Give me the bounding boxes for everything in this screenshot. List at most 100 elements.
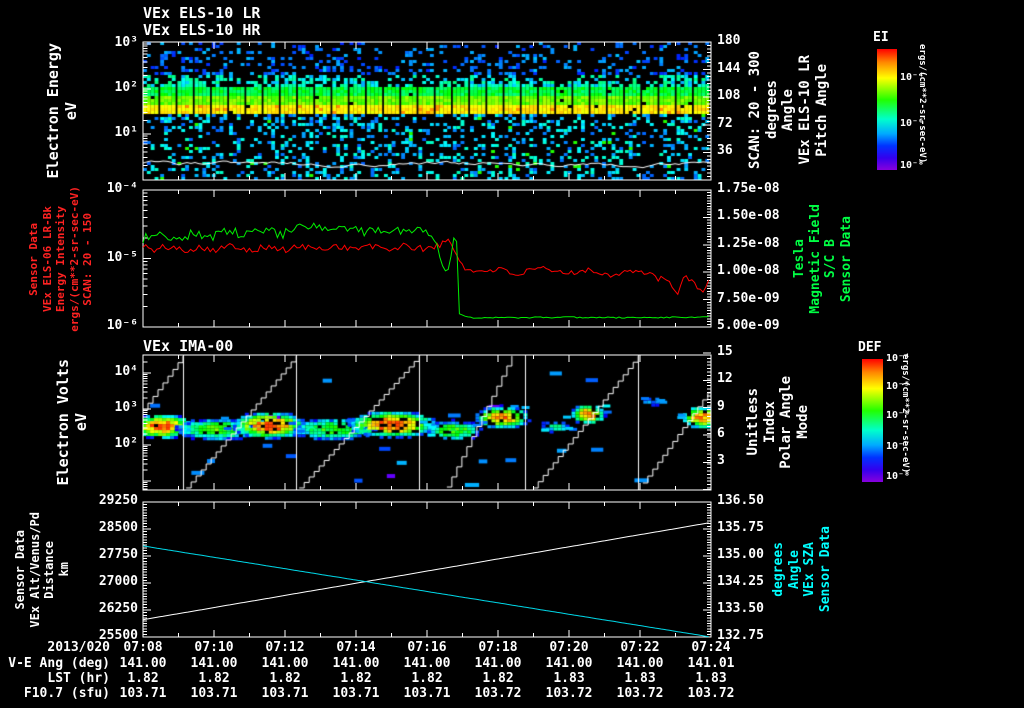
footer-value: 103.71 xyxy=(332,686,380,701)
y-tick-label: 28500 xyxy=(98,520,138,535)
footer-value: 141.01 xyxy=(687,656,735,671)
footer-value: 1.83 xyxy=(553,671,585,686)
axis-label-line: degrees xyxy=(763,80,780,140)
y-tick-label: 5.00e-09 xyxy=(717,318,780,333)
x-tick-label: 07:18 xyxy=(478,640,518,655)
y-tick-label: 144 xyxy=(717,60,741,76)
y-tick-label: 27000 xyxy=(98,574,138,589)
axis-label-line: Pitch Angle xyxy=(813,63,830,157)
x-tick-label: 07:08 xyxy=(123,640,163,655)
y-tick-label: 3 xyxy=(717,453,725,469)
axis-label-line: Distance xyxy=(42,540,57,599)
footer-value: 103.72 xyxy=(687,686,735,701)
colorbar-tick-label: 10⁻⁸ xyxy=(886,471,911,482)
y-tick-label: 10⁻⁴ xyxy=(106,181,138,196)
footer-value: 141.00 xyxy=(190,656,238,671)
colorbar-ei-units: ergs/(cm**2-sr-sec-eV) xyxy=(917,44,927,164)
footer-value: 103.72 xyxy=(545,686,593,701)
footer-value: 103.71 xyxy=(261,686,309,701)
panel3-title: VEx IMA-00 xyxy=(143,337,234,355)
y-tick-label: 15 xyxy=(717,344,733,359)
panel1-y-axis-label: Electron Energy eV xyxy=(44,42,80,180)
y-tick-label: 1.75e-08 xyxy=(717,181,780,196)
footer-value: 1.82 xyxy=(482,671,514,686)
footer-value: 103.71 xyxy=(119,686,167,701)
ima-spectrogram-canvas xyxy=(143,355,711,490)
footer-value: 1.83 xyxy=(695,671,727,686)
axis-label-line: Sensor Data xyxy=(27,222,40,296)
y-tick-label: 1.25e-08 xyxy=(717,235,780,251)
axis-label-line: Angle xyxy=(780,88,797,132)
y-tick-label: 10² xyxy=(114,436,138,451)
y-tick-label: 10² xyxy=(114,80,138,95)
footer-value: 1.82 xyxy=(198,671,230,686)
y-tick-label: 10⁴ xyxy=(114,364,138,379)
colorbar-ei xyxy=(877,49,897,170)
footer-value: 103.72 xyxy=(616,686,664,701)
y-tick-label: 134.25 xyxy=(717,574,764,589)
axis-label-line: Sensor Data xyxy=(817,526,833,613)
axis-label-line: Electron Volts xyxy=(54,359,72,486)
footer-value: 141.00 xyxy=(332,656,380,671)
panel4-left-axis-label: Sensor Data VEx Alt/Venus/Pd Distance km xyxy=(13,500,71,639)
colorbar-ei-title: EI xyxy=(873,30,889,45)
axis-label-line: VEx ELS-10 LR xyxy=(797,55,814,165)
y-tick-label: 9 xyxy=(717,398,725,414)
y-tick-label: 27750 xyxy=(98,547,138,562)
y-tick-label: 6 xyxy=(717,426,725,442)
axis-label-line: eV xyxy=(61,101,80,121)
footer-row-label-lst: LST (hr) xyxy=(47,671,110,686)
axis-label-line: VEx ELS-06 LR-Bk xyxy=(40,206,54,312)
axis-label-line: Magnetic Field xyxy=(807,204,823,314)
axis-label-line: Angle xyxy=(786,549,802,590)
y-tick-label: 10¹ xyxy=(114,125,138,140)
panel2-right-axis-label: Tesla Magnetic Field S/C B Sensor Data xyxy=(792,188,854,330)
colorbar-tick-label: 10⁻⁵ xyxy=(886,381,911,392)
x-tick-label: 07:10 xyxy=(194,640,234,655)
panel1-title-line2: VEx ELS-10 HR xyxy=(143,21,261,39)
colorbar-tick-label: 10⁻⁴ xyxy=(900,72,925,83)
axis-label-line: Index xyxy=(761,400,778,444)
y-tick-label: 132.75 xyxy=(717,628,764,643)
colorbar-tick-label: 10⁻⁷ xyxy=(886,441,911,452)
y-tick-label: 10⁻⁶ xyxy=(106,318,138,333)
x-tick-label: 07:20 xyxy=(549,640,589,655)
footer-value: 141.00 xyxy=(403,656,451,671)
y-tick-label: 135.00 xyxy=(717,547,764,562)
x-tick-label: 07:16 xyxy=(407,640,447,655)
footer-value: 1.82 xyxy=(411,671,443,686)
axis-label-line: Polar Angle xyxy=(778,375,795,469)
y-tick-label: 1.00e-08 xyxy=(717,263,780,279)
footer-value: 1.83 xyxy=(624,671,656,686)
y-tick-label: 135.75 xyxy=(717,520,764,535)
y-tick-label: 25500 xyxy=(98,628,138,643)
y-tick-label: 12 xyxy=(717,371,733,387)
y-tick-label: 133.50 xyxy=(717,601,764,616)
y-tick-label: 1.50e-08 xyxy=(717,208,780,224)
y-tick-label: 7.50e-09 xyxy=(717,290,780,306)
axis-label-line: VEx Alt/Venus/Pd xyxy=(27,511,42,628)
y-tick-label: 108 xyxy=(717,88,741,104)
footer-value: 103.71 xyxy=(403,686,451,701)
y-tick-label: 36 xyxy=(717,143,733,159)
date-label: 2013/020 xyxy=(47,640,110,655)
axis-label-line: Sensor Data xyxy=(838,215,854,303)
x-tick-label: 07:14 xyxy=(336,640,376,655)
colorbar-def xyxy=(862,359,883,482)
footer-value: 141.00 xyxy=(616,656,664,671)
y-tick-label: 29250 xyxy=(98,493,138,508)
colorbar-tick-label: 10⁻⁶ xyxy=(886,410,911,421)
footer-value: 1.82 xyxy=(127,671,159,686)
y-tick-label: 10⁻⁵ xyxy=(106,249,138,265)
colorbar-tick-label: 10⁻⁴ xyxy=(886,353,911,364)
y-tick-label: 10³ xyxy=(114,35,138,50)
footer-row-label-f107: F10.7 (sfu) xyxy=(23,686,110,701)
footer-value: 141.00 xyxy=(261,656,309,671)
footer-value: 141.00 xyxy=(545,656,593,671)
y-tick-label: 180 xyxy=(717,33,741,48)
els-spectrogram-canvas xyxy=(143,42,711,180)
axis-label-line: S/C B xyxy=(823,239,839,279)
axis-label-line: km xyxy=(56,562,71,577)
axis-label-line: Electron Energy xyxy=(44,43,62,179)
axis-label-line: eV xyxy=(71,413,90,432)
